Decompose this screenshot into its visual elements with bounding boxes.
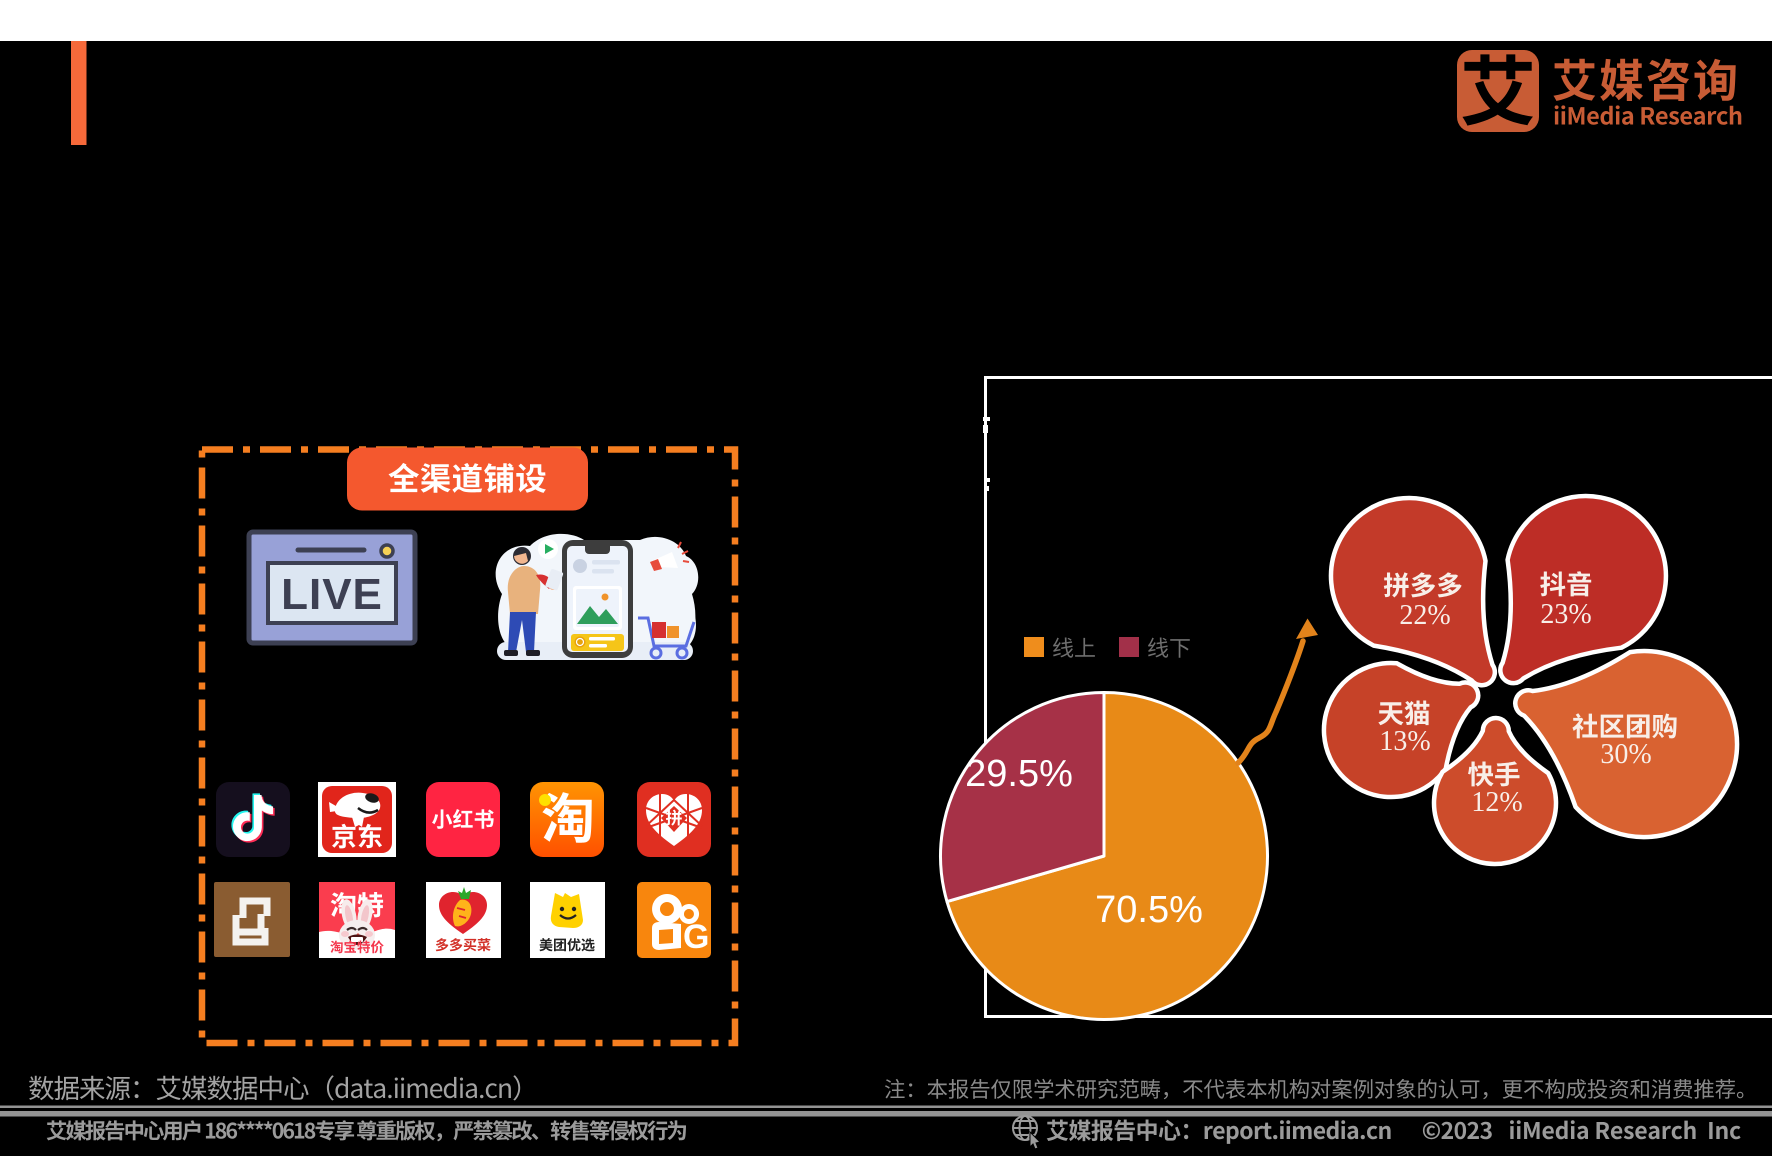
svg-text:22%: 22% [1399, 600, 1450, 631]
svg-text:LIVE: LIVE [281, 570, 383, 619]
svg-text:13%: 13% [1379, 726, 1430, 757]
svg-text:30%: 30% [1600, 739, 1651, 770]
svg-text:12%: 12% [1471, 787, 1522, 818]
svg-text:29.5%: 29.5% [965, 753, 1073, 795]
svg-text:23%: 23% [1540, 599, 1591, 630]
svg-text:70.5%: 70.5% [1095, 889, 1203, 931]
